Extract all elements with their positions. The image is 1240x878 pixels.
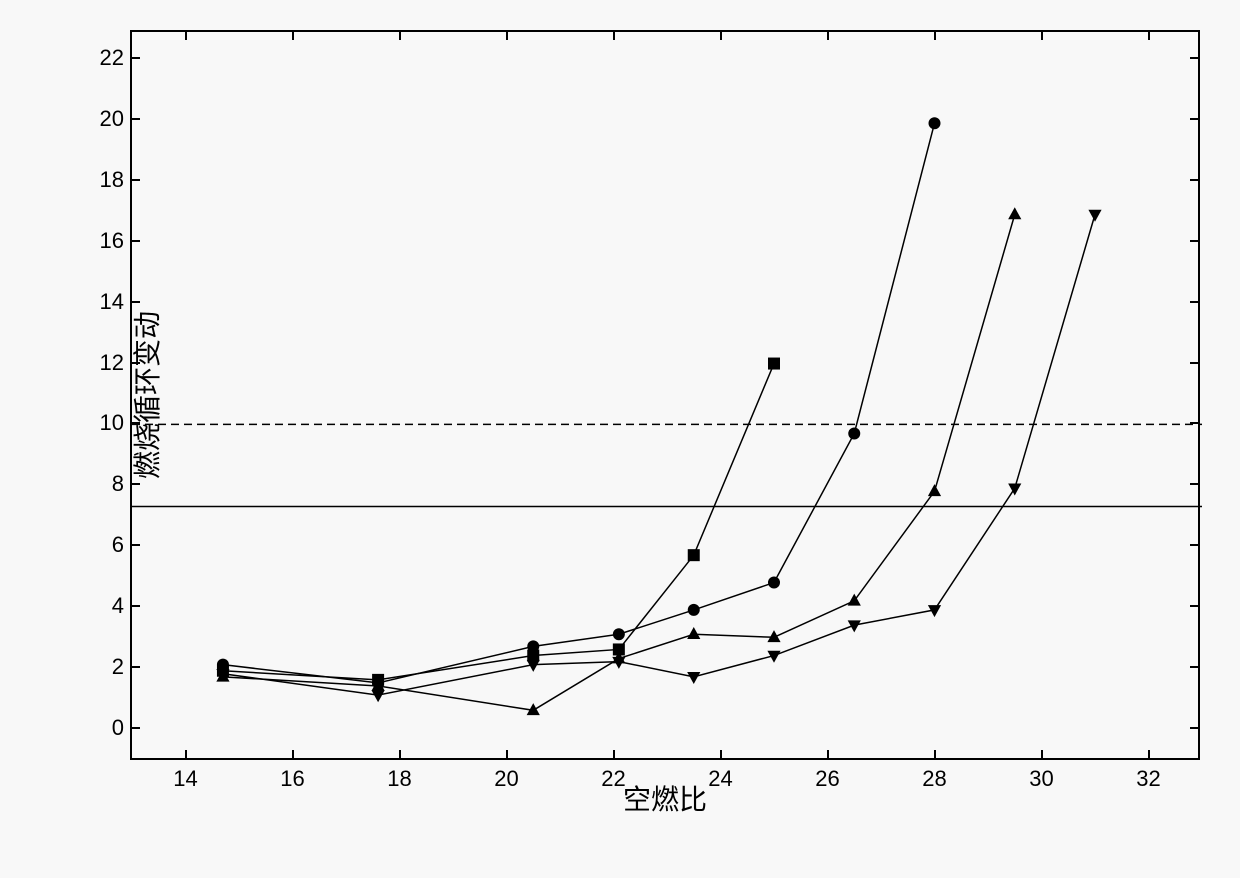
chart-svg (132, 32, 1198, 758)
y-tick-label: 20 (100, 106, 124, 132)
y-tick-label: 16 (100, 228, 124, 254)
y-tick-label: 12 (100, 350, 124, 376)
marker-triangle_up-icon (767, 630, 780, 642)
marker-triangle_up-icon (1008, 207, 1021, 219)
marker-square-icon (768, 358, 780, 370)
x-tick-label: 26 (815, 766, 839, 792)
y-tick-label: 10 (100, 410, 124, 436)
x-tick-label: 30 (1029, 766, 1053, 792)
marker-circle-icon (217, 659, 229, 671)
marker-triangle_up-icon (928, 484, 941, 496)
x-axis-label: 空燃比 (623, 778, 707, 818)
marker-triangle_down-icon (1008, 483, 1021, 495)
series-line-triangle_down (223, 215, 1095, 696)
marker-triangle_down-icon (1088, 210, 1101, 222)
y-tick-label: 6 (112, 532, 124, 558)
marker-circle-icon (688, 604, 700, 616)
marker-circle-icon (929, 117, 941, 129)
y-tick-label: 22 (100, 45, 124, 71)
marker-circle-icon (613, 628, 625, 640)
x-tick-label: 22 (601, 766, 625, 792)
series-line-circle (223, 123, 935, 683)
y-tick-label: 8 (112, 471, 124, 497)
marker-triangle_down-icon (687, 672, 700, 684)
x-tick-label: 16 (280, 766, 304, 792)
x-tick-label: 14 (173, 766, 197, 792)
x-tick-label: 20 (494, 766, 518, 792)
x-tick-label: 32 (1136, 766, 1160, 792)
y-tick-label: 2 (112, 654, 124, 680)
y-tick-label: 0 (112, 715, 124, 741)
x-tick-label: 24 (708, 766, 732, 792)
y-tick-label: 18 (100, 167, 124, 193)
marker-circle-icon (527, 640, 539, 652)
marker-circle-icon (848, 428, 860, 440)
marker-circle-icon (768, 577, 780, 589)
chart-container: 燃烧循环变动 空燃比 0246810121416182022 141618202… (80, 30, 1210, 850)
marker-square-icon (688, 549, 700, 561)
marker-triangle_up-icon (687, 627, 700, 639)
x-tick-label: 18 (387, 766, 411, 792)
plot-area: 燃烧循环变动 空燃比 0246810121416182022 141618202… (130, 30, 1200, 760)
y-tick-label: 14 (100, 289, 124, 315)
y-tick-label: 4 (112, 593, 124, 619)
marker-triangle_down-icon (372, 690, 385, 702)
x-tick-label: 28 (922, 766, 946, 792)
